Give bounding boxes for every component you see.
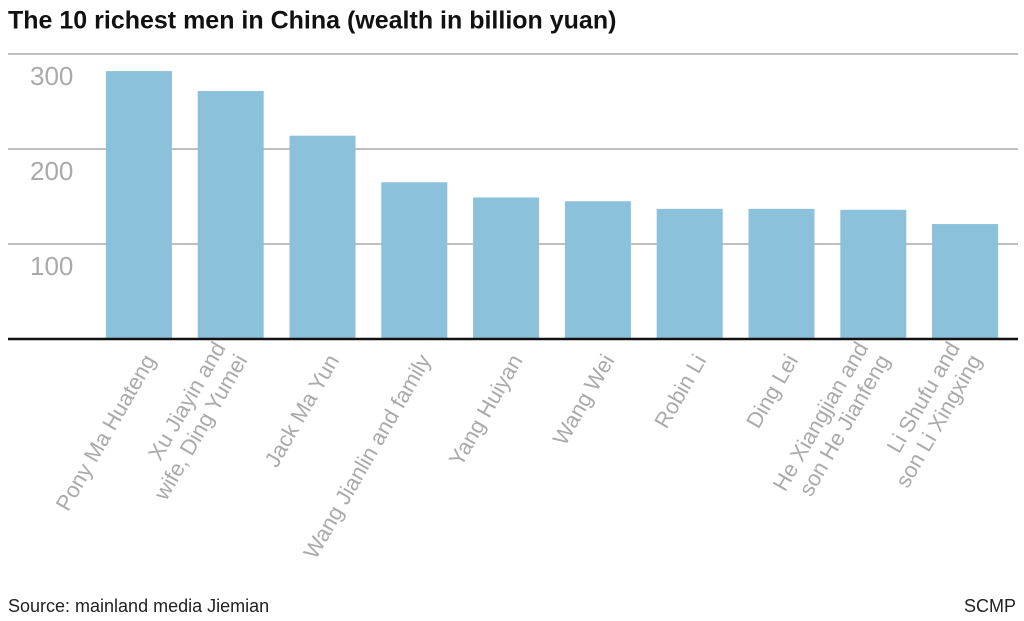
- bar: [932, 224, 999, 339]
- bar: [473, 197, 540, 339]
- y-tick-label: 300: [30, 61, 73, 91]
- x-tick-label: Ding Lei: [741, 350, 803, 432]
- bar: [381, 182, 448, 339]
- bar: [197, 91, 264, 339]
- source: Source: mainland media Jiemian: [8, 596, 269, 616]
- x-tick-label: Pony Ma Huateng: [51, 350, 161, 515]
- bar: [840, 209, 907, 339]
- bar: [105, 71, 172, 339]
- credit: SCMP: [964, 596, 1016, 616]
- y-tick-label: 100: [30, 251, 73, 281]
- x-tick-label: Robin Li: [649, 350, 711, 432]
- x-tick-label: Yang Huiyan: [444, 350, 528, 470]
- bar: [564, 201, 631, 339]
- bar: [656, 208, 723, 339]
- bar: [289, 135, 356, 339]
- bar: [748, 208, 815, 339]
- x-tick-label: Wang Wei: [547, 350, 619, 449]
- chart-title: The 10 richest men in China (wealth in b…: [8, 7, 616, 35]
- x-tick-label: Jack Ma Yun: [259, 350, 343, 471]
- y-tick-label: 200: [30, 156, 73, 186]
